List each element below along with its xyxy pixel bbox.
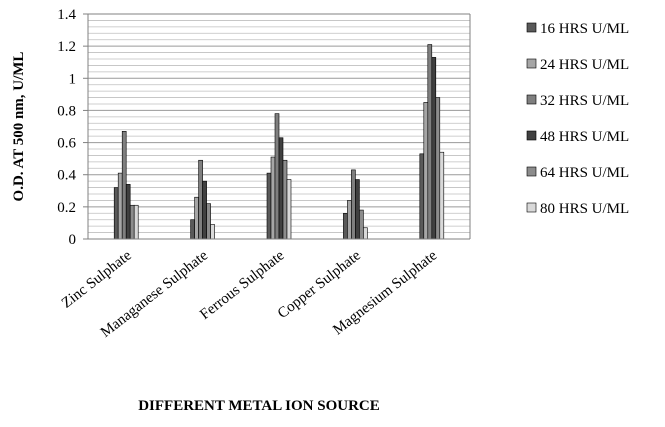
- legend-item: 24 HRS U/ML: [526, 57, 629, 73]
- legend-swatch: [526, 94, 537, 105]
- legend-label: 48 HRS U/ML: [540, 129, 629, 145]
- bar: [266, 172, 272, 240]
- bar: [343, 212, 348, 240]
- bar: [117, 172, 123, 240]
- y-tick-label: 0.4: [57, 168, 76, 184]
- bar: [282, 159, 288, 240]
- bar: [278, 137, 284, 240]
- bar: [190, 219, 195, 240]
- y-axis-title: O.D. AT 500 nm, U/ML: [11, 52, 27, 202]
- bar: [351, 169, 356, 240]
- legend-item: 32 HRS U/ML: [526, 93, 629, 109]
- y-tick-label: 1: [69, 71, 77, 87]
- bar: [198, 159, 203, 240]
- y-tick-label: 1.4: [57, 7, 76, 23]
- bar: [439, 151, 445, 240]
- y-tick-label: 1.2: [57, 39, 76, 55]
- bar: [270, 156, 276, 240]
- bar: [274, 113, 280, 240]
- bar: [419, 153, 425, 240]
- legend-swatch: [526, 58, 537, 69]
- legend-swatch: [526, 166, 537, 177]
- legend-label: 32 HRS U/ML: [540, 93, 629, 109]
- y-tick-label: 0: [69, 232, 77, 248]
- bar: [113, 187, 119, 240]
- legend-item: 80 HRS U/ML: [526, 201, 629, 217]
- bar: [359, 209, 364, 240]
- bar: [206, 203, 211, 240]
- x-axis-title: DIFFERENT METAL ION SOURCE: [138, 398, 380, 414]
- x-tick-label: Ferrous Sulphate: [197, 247, 288, 323]
- bar: [121, 131, 127, 240]
- legend-label: 24 HRS U/ML: [540, 57, 629, 73]
- legend-swatch: [526, 22, 537, 33]
- legend-swatch: [526, 202, 537, 213]
- axes: [83, 13, 471, 240]
- bar: [202, 180, 207, 240]
- bar: [210, 224, 215, 240]
- bar: [347, 200, 352, 240]
- legend-label: 16 HRS U/ML: [540, 21, 629, 37]
- legend-swatch: [526, 130, 537, 141]
- y-tick-label: 0.8: [57, 103, 76, 119]
- legend-item: 64 HRS U/ML: [526, 165, 629, 181]
- legend-label: 64 HRS U/ML: [540, 165, 629, 181]
- bar: [427, 44, 433, 240]
- legend-item: 16 HRS U/ML: [526, 21, 629, 37]
- bar: [355, 179, 360, 240]
- bar: [435, 97, 441, 240]
- bar: [129, 204, 135, 240]
- x-tick-label: Zinc Sulphate: [59, 247, 135, 311]
- bar: [286, 179, 292, 240]
- bar: [363, 227, 368, 240]
- legend-label: 80 HRS U/ML: [540, 201, 629, 217]
- y-tick-labels: 0 0.2 0.4 0.6 0.8 1 1.2 1.4: [57, 7, 76, 248]
- y-tick-label: 0.6: [57, 136, 76, 152]
- bar: [194, 196, 199, 240]
- bar: [125, 184, 131, 240]
- y-tick-label: 0.2: [57, 200, 76, 216]
- legend: 16 HRS U/ML 24 HRS U/ML 32 HRS U/ML 48 HRS …: [526, 21, 629, 217]
- legend-item: 48 HRS U/ML: [526, 129, 629, 145]
- bar: [133, 204, 139, 240]
- bar: [431, 57, 437, 240]
- bar: [423, 102, 429, 240]
